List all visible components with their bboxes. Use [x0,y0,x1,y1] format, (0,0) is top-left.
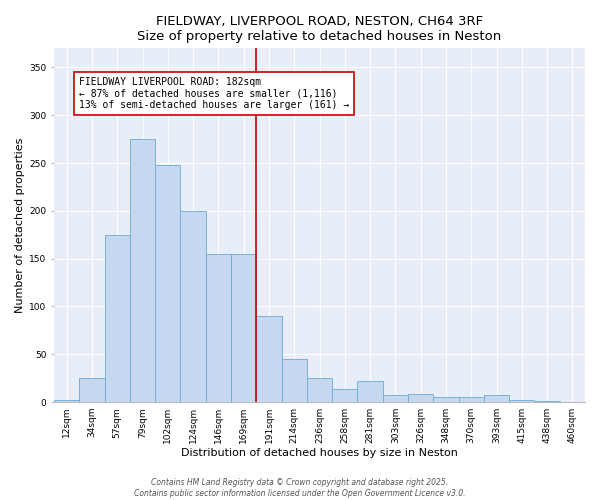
Bar [130,139,155,402]
Bar [307,378,332,402]
Bar [484,396,509,402]
Bar [509,400,535,402]
Bar [535,401,560,402]
Bar [231,254,256,402]
Text: FIELDWAY LIVERPOOL ROAD: 182sqm
← 87% of detached houses are smaller (1,116)
13%: FIELDWAY LIVERPOOL ROAD: 182sqm ← 87% of… [79,77,350,110]
X-axis label: Distribution of detached houses by size in Neston: Distribution of detached houses by size … [181,448,458,458]
Bar [256,316,281,402]
Bar [104,235,130,402]
Bar [458,398,484,402]
Text: Contains HM Land Registry data © Crown copyright and database right 2025.
Contai: Contains HM Land Registry data © Crown c… [134,478,466,498]
Bar [79,378,104,402]
Title: FIELDWAY, LIVERPOOL ROAD, NESTON, CH64 3RF
Size of property relative to detached: FIELDWAY, LIVERPOOL ROAD, NESTON, CH64 3… [137,15,502,43]
Bar [408,394,433,402]
Bar [433,398,458,402]
Bar [181,211,206,402]
Bar [383,396,408,402]
Y-axis label: Number of detached properties: Number of detached properties [15,138,25,313]
Bar [281,359,307,402]
Bar [332,388,358,402]
Bar [206,254,231,402]
Bar [54,400,79,402]
Bar [155,165,181,402]
Bar [358,381,383,402]
